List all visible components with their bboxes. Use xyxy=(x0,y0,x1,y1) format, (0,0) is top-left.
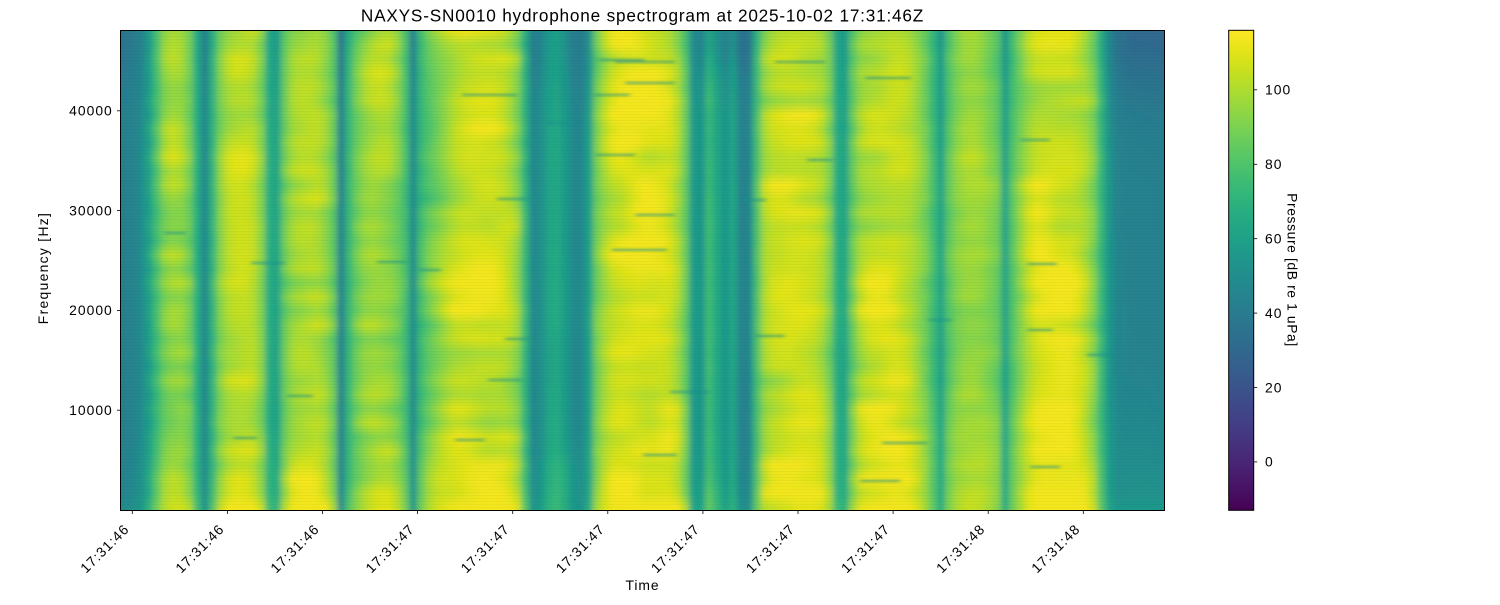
svg-text:40000: 40000 xyxy=(69,103,113,119)
svg-text:0: 0 xyxy=(1265,454,1274,470)
svg-text:20: 20 xyxy=(1265,379,1282,395)
svg-text:Pressure [dB re 1 uPa]: Pressure [dB re 1 uPa] xyxy=(1285,193,1301,347)
svg-text:10000: 10000 xyxy=(69,402,113,418)
svg-text:NAXYS-SN0010 hydrophone spectr: NAXYS-SN0010 hydrophone spectrogram at 2… xyxy=(361,6,924,26)
svg-text:Frequency [Hz]: Frequency [Hz] xyxy=(35,212,51,324)
svg-text:20000: 20000 xyxy=(69,302,113,318)
svg-text:Time: Time xyxy=(626,577,660,593)
svg-text:60: 60 xyxy=(1265,231,1282,247)
svg-text:100: 100 xyxy=(1265,82,1291,98)
svg-text:80: 80 xyxy=(1265,156,1282,172)
svg-text:40: 40 xyxy=(1265,305,1282,321)
svg-text:30000: 30000 xyxy=(69,202,113,218)
